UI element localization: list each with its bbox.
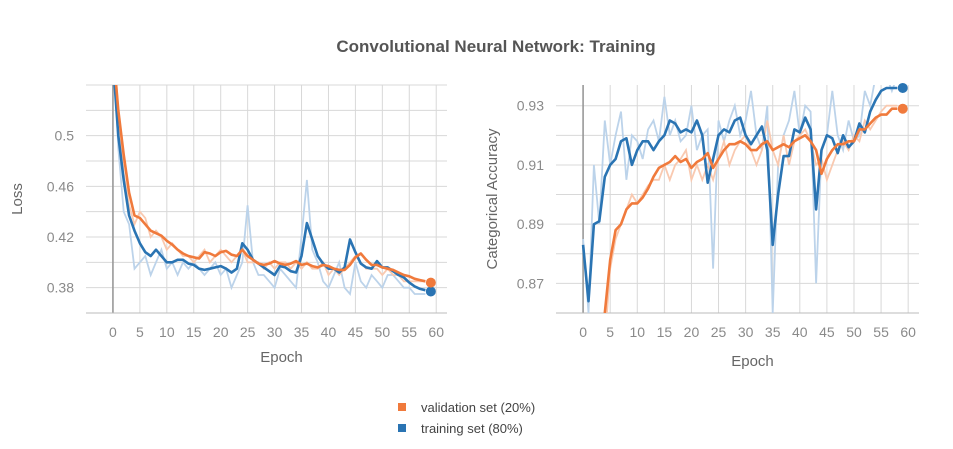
chart-title: Convolutional Neural Network: Training: [336, 37, 655, 56]
acc-xtick-label: 25: [711, 324, 727, 340]
acc-xtick-label: 30: [738, 324, 754, 340]
loss-ytick-label: 0.5: [55, 128, 75, 144]
loss-xtick-label: 10: [159, 324, 175, 340]
loss-xtick-label: 20: [213, 324, 229, 340]
acc-xtick-label: 15: [657, 324, 673, 340]
loss-xtick-label: 25: [240, 324, 256, 340]
acc-ytick-label: 0.91: [517, 157, 544, 173]
acc-xtick-label: 50: [846, 324, 862, 340]
loss-xtick-label: 45: [348, 324, 364, 340]
loss-y-axis-label: Loss: [9, 183, 26, 215]
loss-xtick-label: 40: [321, 324, 337, 340]
loss-chart: 0 5 10 15 20 25 30 35 40 45 50 55 60 0.38 0.42 0.46 0.5 E…: [9, 84, 447, 366]
loss-xtick-label: 0: [109, 324, 117, 340]
acc-xtick-label: 35: [765, 324, 781, 340]
acc-xtick-label: 0: [579, 324, 587, 340]
acc-xtick-label: 20: [684, 324, 700, 340]
legend-label-validation: validation set (20%): [421, 400, 535, 415]
loss-xtick-label: 15: [186, 324, 202, 340]
legend: validation set (20%) training set (80%): [398, 400, 535, 436]
loss-xtick-label: 5: [136, 324, 144, 340]
loss-ytick-label: 0.38: [47, 280, 74, 296]
acc-xtick-label: 55: [873, 324, 889, 340]
legend-swatch-validation: [398, 403, 406, 411]
loss-training-smoothed-line: [113, 85, 426, 292]
acc-y-axis-label: Categorical Accuracy: [484, 128, 501, 269]
loss-validation-smoothed-line: [114, 85, 426, 283]
loss-training-raw-line: [114, 85, 426, 297]
acc-xtick-label: 40: [792, 324, 808, 340]
acc-validation-smoothed-line: [603, 107, 898, 313]
acc-ytick-label: 0.87: [517, 275, 544, 291]
acc-ytick-label: 0.89: [517, 216, 544, 232]
acc-xtick-label: 5: [606, 324, 614, 340]
loss-xtick-label: 60: [428, 324, 444, 340]
accuracy-chart: 0 5 10 15 20 25 30 35 40 45 50 55 60 0.87 0.89 0.91 0.93…: [484, 82, 919, 370]
loss-xtick-label: 30: [267, 324, 283, 340]
acc-training-smoothed-line: [581, 86, 898, 303]
loss-xtick-label: 55: [401, 324, 417, 340]
loss-xtick-label: 35: [294, 324, 310, 340]
legend-swatch-training: [398, 424, 406, 432]
loss-xtick-label: 50: [375, 324, 391, 340]
loss-validation-final-point: [425, 277, 436, 288]
legend-label-training: training set (80%): [421, 421, 523, 436]
acc-xtick-label: 45: [819, 324, 835, 340]
acc-x-axis-label: Epoch: [731, 353, 774, 370]
loss-training-final-point: [425, 286, 436, 297]
loss-x-axis-label: Epoch: [260, 349, 303, 366]
acc-validation-final-point: [897, 103, 908, 114]
loss-validation-raw-line: [115, 85, 426, 283]
loss-ytick-label: 0.42: [47, 229, 74, 245]
acc-xtick-label: 10: [629, 324, 645, 340]
acc-xtick-label: 60: [900, 324, 916, 340]
acc-ytick-label: 0.93: [517, 98, 544, 114]
loss-ytick-label: 0.46: [47, 178, 74, 194]
acc-training-final-point: [897, 82, 908, 93]
